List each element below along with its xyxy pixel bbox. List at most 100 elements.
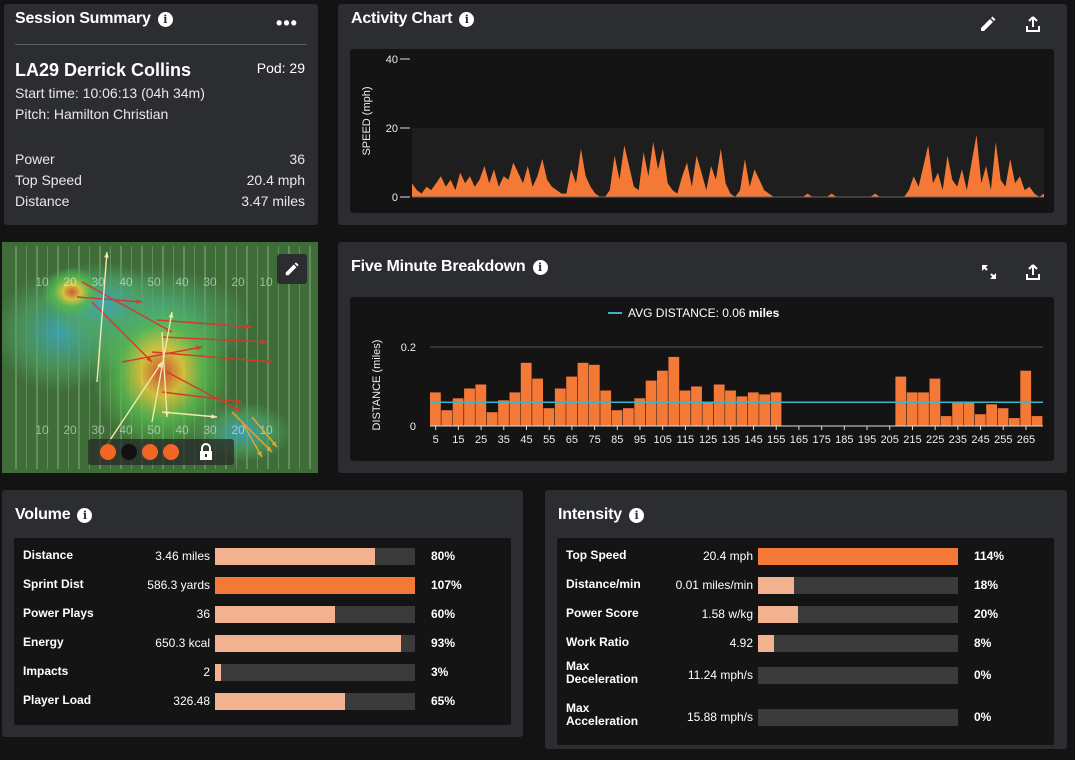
movement-path [251,416,278,448]
info-icon[interactable]: i [157,11,173,27]
yard-number: 30 [91,275,105,289]
metric-name: Max Acceleration [566,701,639,728]
metric-name: Energy [23,635,64,649]
distance-bar [952,402,963,426]
distance-bar [441,410,453,426]
movement-arrowhead [164,411,169,417]
metric-name: Player Load [23,693,92,707]
metric-percent: 65% [431,694,456,708]
yard-number: 40 [119,423,133,437]
distance-bar [986,404,997,426]
x-tick-label: 35 [498,434,510,446]
more-options-icon[interactable]: ••• [276,12,298,33]
yard-number: 30 [91,423,105,437]
distance-bar [554,388,566,426]
info-icon[interactable]: i [77,507,93,523]
lock-icon[interactable] [198,443,214,466]
x-tick-label: 175 [812,434,830,446]
black-dot-icon[interactable] [121,444,137,460]
activity-plot: 40 20 0 SPEED (mph) [350,49,1054,213]
metric-bar-fill [215,577,415,594]
x-tick-label: 105 [654,434,672,446]
metric-bar-track [215,664,415,681]
distance-bar [543,408,555,426]
x-tick-label: 95 [634,434,646,446]
distance-bar [940,416,952,426]
distance-bar [475,384,487,426]
orange-dot-icon[interactable] [163,444,179,460]
expand-icon[interactable] [978,261,1000,283]
y-tick-label: 0 [410,421,416,433]
y-tick-label: 40 [386,54,398,66]
metric-bar-fill [758,577,794,594]
distance-bar [747,392,759,426]
field-map-card: 10 10 20 20 30 30 40 40 50 50 40 40 30 30 20 20 10 10 [2,242,318,473]
metric-bar-track [215,606,415,623]
yard-number: 10 [35,423,49,437]
x-tick-label: 195 [858,434,876,446]
edit-pencil-icon[interactable] [977,13,999,35]
distance-bar [725,390,736,426]
x-tick-label: 125 [699,434,717,446]
metric-bar-fill [215,664,221,681]
metric-value: 0.01 miles/min [675,578,753,592]
breakdown-plot: AVG DISTANCE: 0.06 miles 0 0.2 5 15 25 35 45 55… [350,297,1054,461]
metric-name: Sprint Dist [23,577,84,591]
x-tick-label: 85 [611,434,623,446]
metric-bar-fill [215,635,401,652]
metric-name: Distance/min [566,577,641,591]
distance-bar [906,392,918,426]
orange-dot-icon[interactable] [142,444,158,460]
metric-bar-track [215,548,415,565]
movement-path [161,331,168,418]
volume-card: Volume i Distance 3.46 miles 80% Sprint Dis… [2,490,523,737]
session-summary-card: Session Summary i ••• LA29 Derrick Colli… [4,4,318,225]
movement-arrowhead [246,324,252,329]
metric-value: 326.48 [173,694,210,708]
distance-bar [566,376,577,426]
intensity-title: Intensity i [558,506,644,524]
distance-bar [997,408,1009,426]
metric-name: Power Plays [23,606,94,620]
metric-row: Energy 650.3 kcal 93% [14,628,511,657]
orange-dot-icon[interactable] [100,444,116,460]
distance-bar [770,392,782,426]
metric-name: Top Speed [566,548,627,562]
metric-value: 1.58 w/kg [701,607,753,621]
stat-power: Power 36 [15,151,305,167]
distance-bar [464,388,475,426]
x-tick-label: 55 [543,434,555,446]
x-tick-label: 215 [903,434,921,446]
distance-bar [918,392,929,426]
info-icon[interactable]: i [629,507,644,523]
yard-number: 20 [63,423,77,437]
intensity-card: Intensity i Top Speed 20.4 mph 114% Distanc… [545,490,1067,749]
metric-row: Max Acceleration 15.88 mph/s 0% [557,702,1054,731]
info-icon[interactable]: i [459,11,475,27]
info-icon[interactable]: i [532,259,548,275]
metric-row: Work Ratio 4.92 8% [557,628,1054,657]
metric-percent: 20% [974,607,999,621]
distance-bar [520,362,532,426]
edit-map-icon[interactable] [277,254,307,284]
distance-bar [974,414,986,426]
metric-value: 15.88 mph/s [686,710,753,724]
movement-path [81,281,173,333]
metric-value: 3.46 miles [155,549,210,563]
metric-row: Sprint Dist 586.3 yards 107% [14,570,511,599]
export-icon[interactable] [1022,261,1044,283]
distance-bar [668,356,680,426]
distance-bar [498,400,509,426]
field-heatmap: 10 10 20 20 30 30 40 40 50 50 40 40 30 30 20 20 10 10 [2,242,318,473]
movement-arrowhead [157,362,162,368]
distance-bar [634,398,646,426]
metric-percent: 18% [974,578,999,592]
distance-bar [623,408,634,426]
metric-name: Impacts [23,664,69,678]
yard-number: 10 [35,275,49,289]
avg-legend: AVG DISTANCE: 0.06 miles [608,306,779,320]
export-icon[interactable] [1022,13,1044,35]
metric-row: Impacts 2 3% [14,657,511,686]
metric-bar-fill [215,693,345,710]
speed-area-series [412,134,1044,197]
